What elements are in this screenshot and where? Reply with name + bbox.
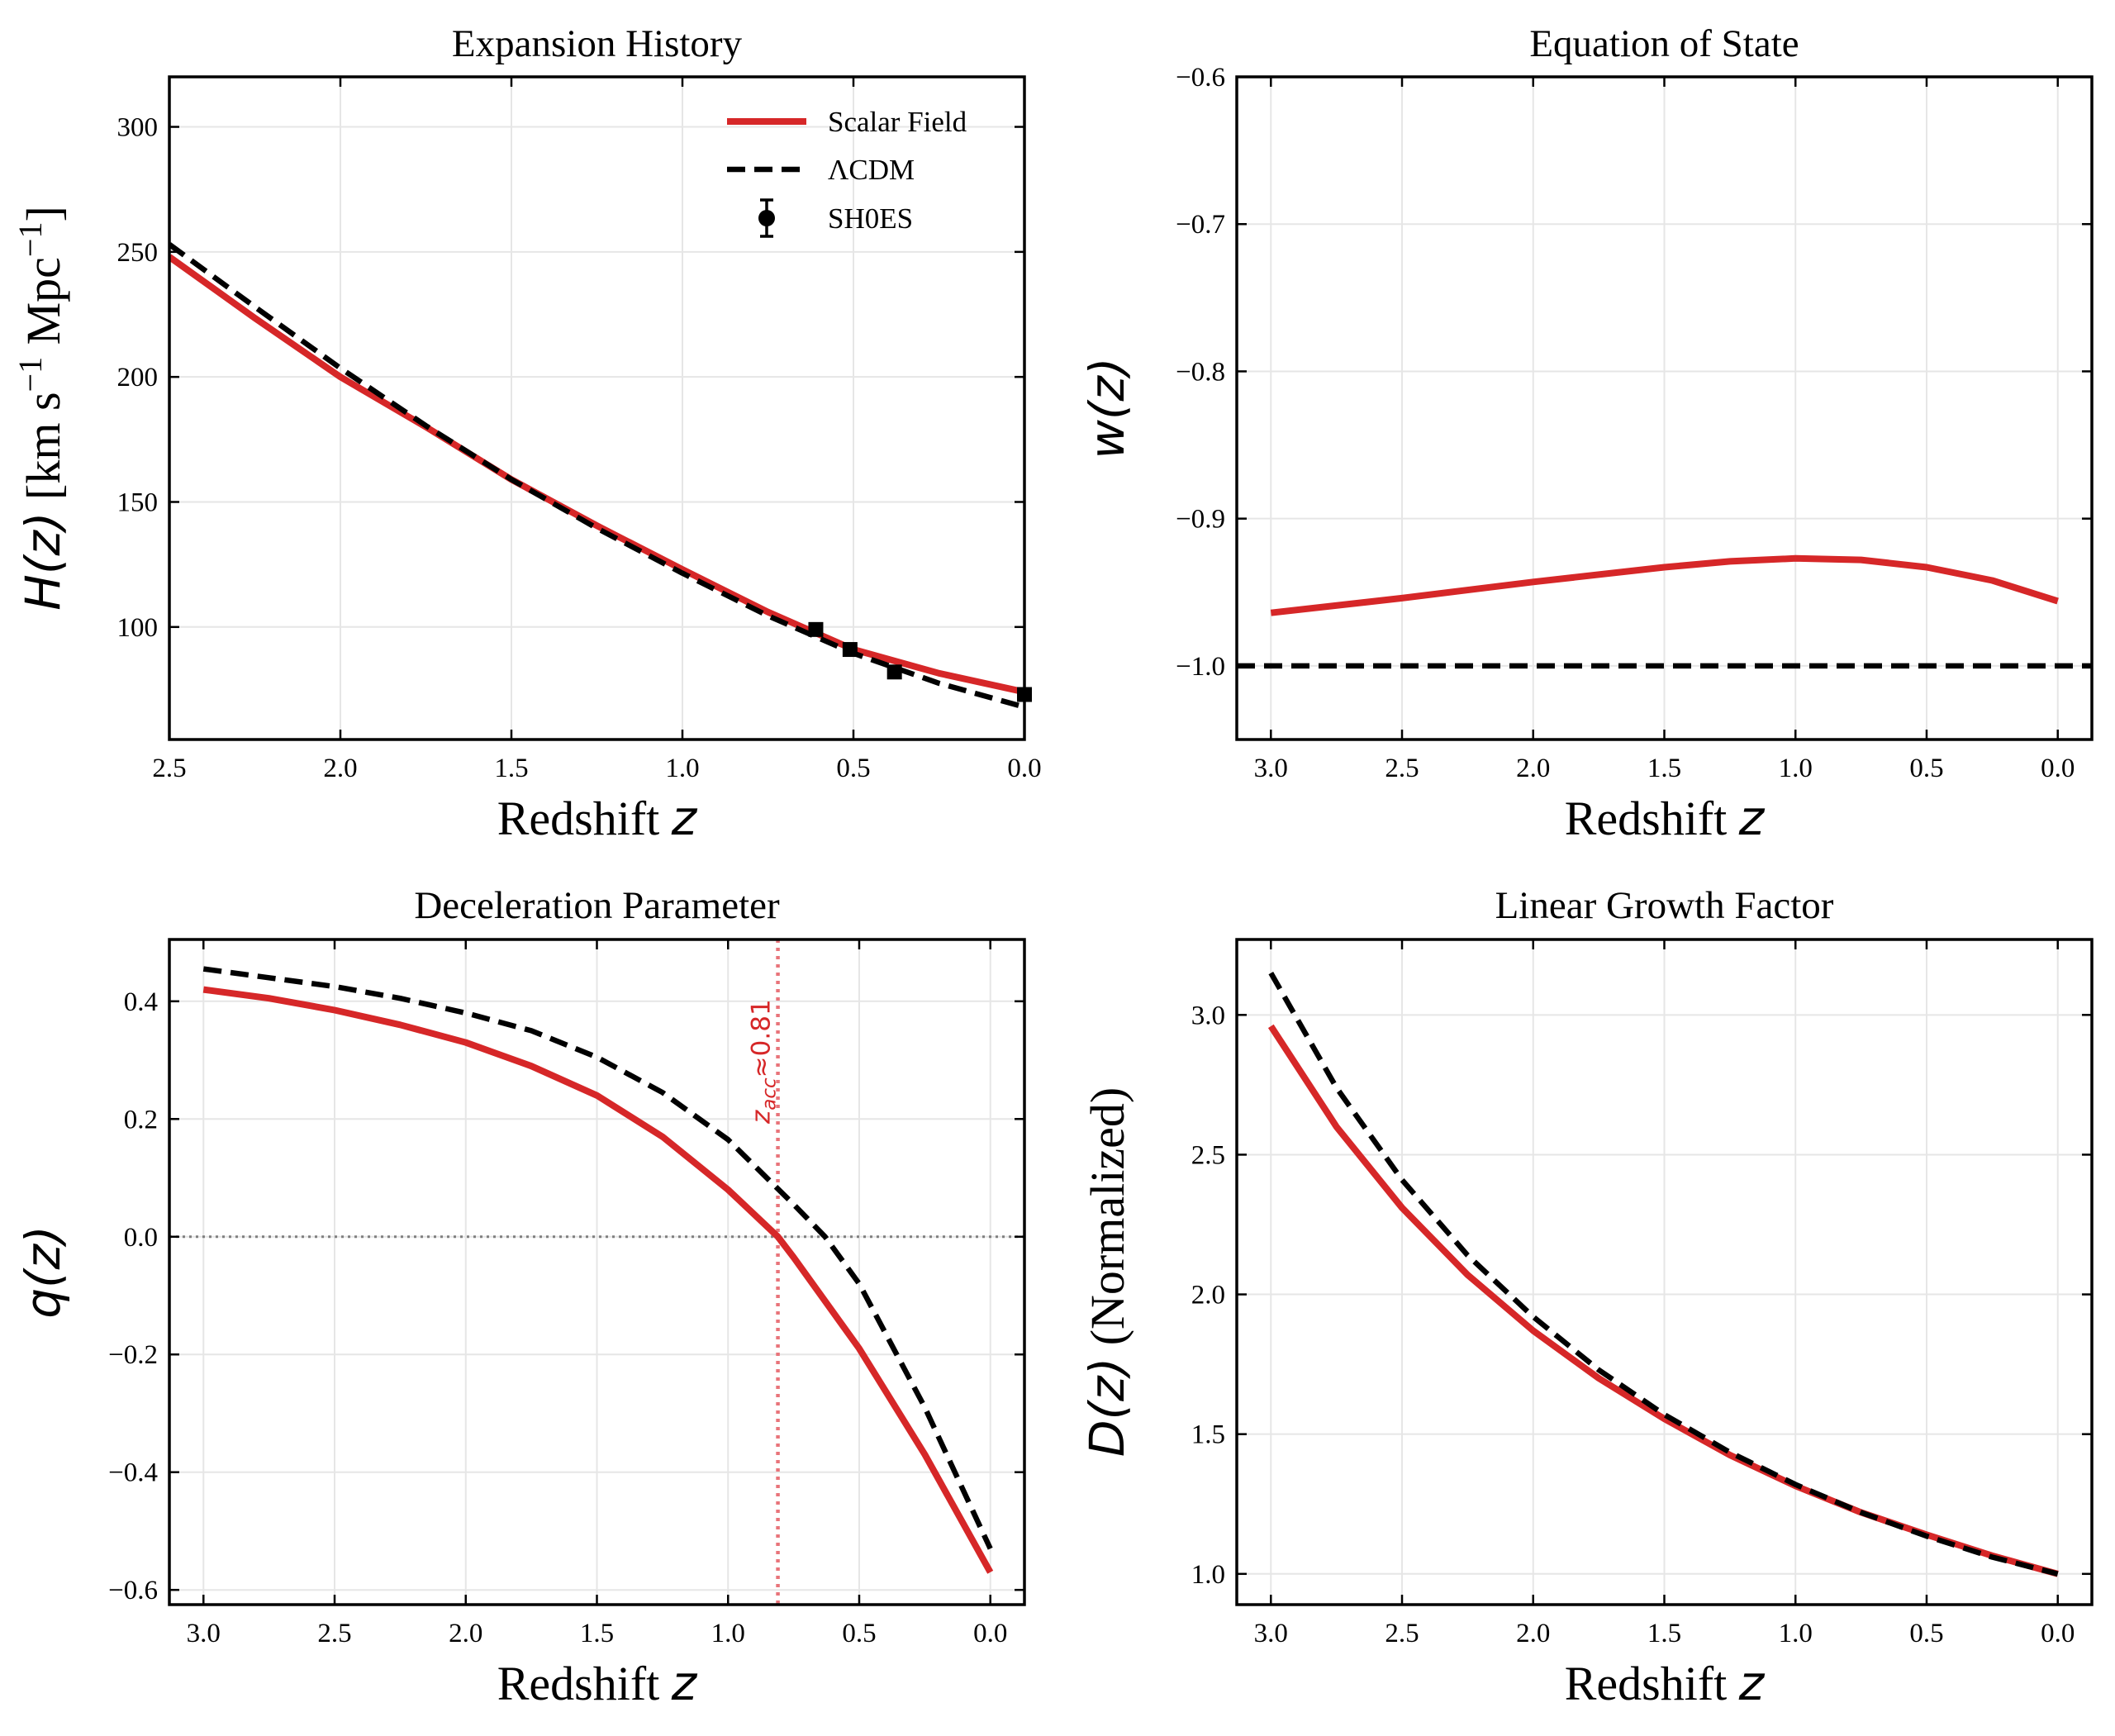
panel-growth: 3.0 2.5 2.0 1.5 1.0 0.5 0.0 1.0 1.5 2.0 2.5 3.0 Line… — [1079, 884, 2094, 1711]
y-tick-label: 1.0 — [1191, 1560, 1225, 1590]
legend-label: ΛCDM — [828, 154, 915, 186]
y-tick-label: −0.4 — [108, 1458, 158, 1488]
y-tick-label: 1.5 — [1191, 1420, 1225, 1450]
chart-title: Deceleration Parameter — [414, 884, 780, 927]
y-tick-label: 0.2 — [124, 1105, 158, 1134]
x-tick-label: 2.5 — [1385, 754, 1419, 783]
x-tick-label: 3.0 — [187, 1619, 221, 1648]
series-group — [169, 242, 1024, 710]
x-tick-label: 1.5 — [1647, 754, 1681, 783]
x-tick-label: 1.0 — [1779, 754, 1813, 783]
y-tick-label: 3.0 — [1191, 1001, 1225, 1030]
x-tick-label: 2.0 — [1516, 754, 1550, 783]
legend-label: SH0ES — [828, 202, 913, 235]
y-tick-label: 250 — [117, 238, 159, 268]
x-tick-label: 2.0 — [449, 1619, 482, 1648]
x-tick-label: 1.0 — [1779, 1619, 1813, 1648]
x-tick-label: 2.0 — [323, 754, 357, 783]
series-group — [1237, 554, 2092, 669]
x-axis-label: Redshift z — [497, 1655, 698, 1711]
y-tick-label: −0.8 — [1176, 357, 1225, 387]
x-tick-label: 1.0 — [711, 1619, 745, 1648]
y-tick-label: −0.9 — [1176, 505, 1225, 535]
y-tick-label: −0.7 — [1176, 210, 1225, 240]
chart-title: Expansion History — [452, 22, 743, 65]
y-tick-label: 100 — [117, 613, 159, 643]
chart-title: Linear Growth Factor — [1495, 884, 1834, 927]
y-axis-label: H(z) [km s−1 Mpc−1] — [12, 206, 71, 611]
axes-frame — [168, 75, 1026, 741]
x-tick-label: 0.5 — [1909, 1619, 1943, 1648]
x-tick-label: 0.5 — [836, 754, 870, 783]
y-axis-label: w(z) — [1079, 357, 1135, 459]
series-scalar-field-line — [1270, 554, 2059, 616]
sh0es-point — [886, 664, 902, 680]
series-group — [202, 966, 994, 1574]
y-tick-label: 300 — [117, 113, 159, 143]
sh0es-point — [842, 642, 858, 658]
y-tick-label: 2.0 — [1191, 1281, 1225, 1310]
series-lcdm-line — [169, 242, 1024, 710]
y-tick-label: 2.5 — [1191, 1140, 1225, 1170]
x-tick-label: 0.0 — [2041, 1619, 2075, 1648]
x-tick-label: 1.5 — [580, 1619, 614, 1648]
series-scalar-field-line — [169, 254, 1024, 696]
chart-title: Equation of State — [1529, 22, 1799, 65]
series-lcdm-line — [202, 966, 993, 1550]
y-axis-label: q(z) — [15, 1225, 71, 1319]
y-tick-label: 200 — [117, 363, 159, 392]
series-scalar-field-line — [202, 986, 994, 1574]
panel-expansion: 2.5 2.0 1.5 1.0 0.5 0.0 100 150 200 250 300 Expansi… — [12, 22, 1042, 846]
sh0es-point — [808, 621, 824, 637]
series-lcdm-line — [1268, 971, 2059, 1577]
x-tick-label: 0.5 — [842, 1619, 876, 1648]
x-axis-label: Redshift z — [497, 790, 698, 846]
y-tick-label: 150 — [117, 488, 159, 517]
x-axis-label: Redshift z — [1565, 790, 1766, 846]
x-tick-label: 1.5 — [1647, 1619, 1681, 1648]
y-tick-label: −1.0 — [1176, 652, 1225, 682]
x-tick-label: 3.0 — [1254, 754, 1288, 783]
x-tick-label: 3.0 — [1254, 1619, 1288, 1648]
y-tick-label: 0.4 — [124, 987, 158, 1017]
legend-marker-sh0es — [758, 210, 775, 226]
x-axis-label: Redshift z — [1565, 1655, 1766, 1711]
series-group — [1267, 971, 2059, 1577]
y-axis-label: D(z) (Normalized) — [1079, 1087, 1135, 1457]
x-tick-label: 0.0 — [1007, 754, 1041, 783]
x-tick-label: 0.0 — [973, 1619, 1007, 1648]
panel-decel: zacc≈0.81 3.0 2.5 2.0 1.5 1.0 0.5 0.0 −0.6 −0.4 −0… — [15, 884, 1026, 1711]
panel-eos: 3.0 2.5 2.0 1.5 1.0 0.5 0.0 −1.0 −0.9 −0.8 −0.7 −0.… — [1079, 22, 2094, 846]
y-tick-label: −0.2 — [108, 1340, 158, 1370]
y-tick-label: −0.6 — [108, 1576, 158, 1605]
x-tick-label: 0.0 — [2041, 754, 2075, 783]
y-tick-label: 0.0 — [124, 1223, 158, 1253]
legend: Scalar Field ΛCDM SH0ES — [727, 106, 967, 238]
legend-label: Scalar Field — [828, 106, 967, 138]
y-tick-label: −0.6 — [1176, 63, 1225, 93]
x-tick-label: 0.5 — [1909, 754, 1943, 783]
x-tick-label: 2.5 — [152, 754, 186, 783]
x-tick-label: 2.0 — [1516, 1619, 1550, 1648]
acceleration-annotation: zacc≈0.81 — [747, 999, 781, 1125]
x-tick-label: 2.5 — [1385, 1619, 1419, 1648]
x-tick-label: 1.0 — [665, 754, 699, 783]
x-tick-label: 2.5 — [317, 1619, 351, 1648]
x-tick-label: 1.5 — [494, 754, 528, 783]
